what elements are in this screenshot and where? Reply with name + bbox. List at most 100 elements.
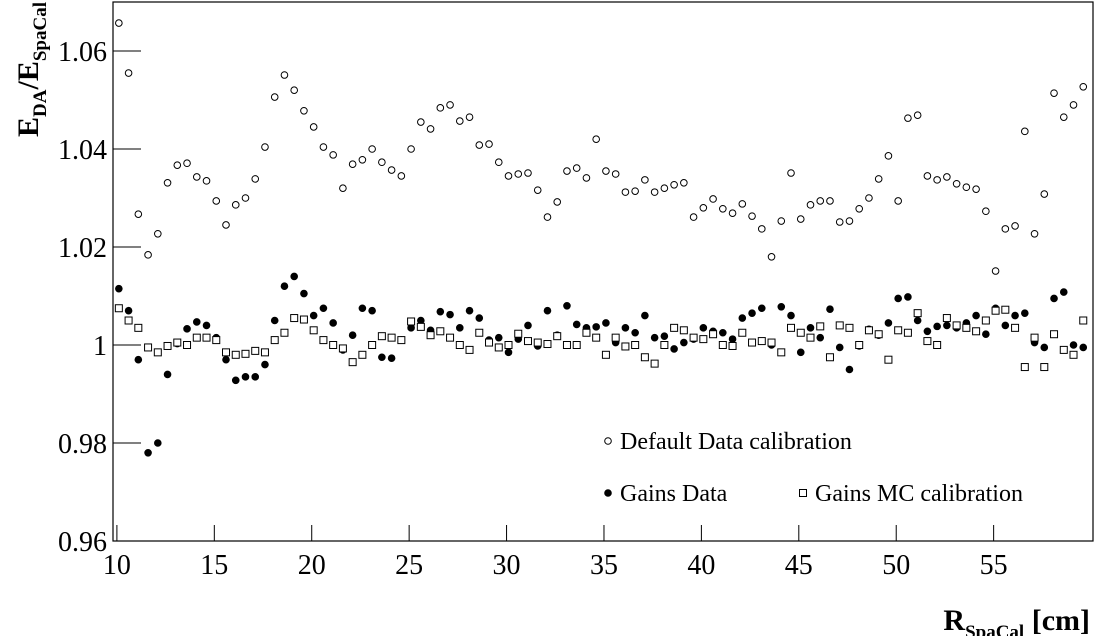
- data-point: [972, 311, 980, 320]
- y-axis-label: EDA/ESpaCal: [12, 2, 51, 137]
- data-point: [894, 294, 902, 303]
- data-point: [183, 325, 191, 333]
- data-point: [903, 328, 912, 337]
- data-point: [504, 348, 513, 357]
- data-point: [154, 439, 162, 447]
- data-point: [631, 328, 639, 337]
- data-point: [1079, 316, 1088, 325]
- data-point: [777, 217, 786, 225]
- data-point: [358, 155, 367, 164]
- data-point: [1021, 309, 1029, 317]
- data-point: [913, 111, 922, 119]
- data-point: [816, 322, 825, 331]
- data-point: [601, 350, 610, 359]
- data-point: [1020, 363, 1029, 372]
- data-point: [358, 304, 367, 313]
- data-point: [865, 194, 873, 202]
- x-tick-label: 15: [200, 550, 228, 581]
- data-point: [641, 311, 649, 320]
- data-point: [309, 311, 318, 320]
- data-point: [494, 158, 503, 167]
- data-point: [835, 218, 844, 226]
- data-point: [845, 323, 854, 332]
- data-point: [1059, 345, 1068, 354]
- data-point: [884, 152, 893, 160]
- data-point: [202, 333, 211, 342]
- data-point: [251, 346, 260, 355]
- x-axis-label: RSpaCal [cm]: [943, 604, 1090, 636]
- data-point: [436, 104, 445, 112]
- data-point: [680, 338, 688, 347]
- data-point: [611, 333, 620, 342]
- data-point: [699, 335, 708, 344]
- y-tick-label: 0.98: [58, 429, 107, 460]
- data-point: [942, 314, 951, 323]
- x-label-unit: [cm]: [1024, 604, 1090, 636]
- data-point: [192, 318, 201, 326]
- data-point: [904, 114, 912, 122]
- data-point: [455, 341, 464, 349]
- data-point: [222, 355, 230, 364]
- data-point: [144, 251, 152, 259]
- data-point: [864, 326, 873, 335]
- data-point: [845, 365, 854, 374]
- y-label-sub: DA: [30, 89, 51, 117]
- data-point: [933, 341, 942, 349]
- data-point: [280, 328, 289, 337]
- data-point: [825, 353, 834, 362]
- data-point: [572, 164, 581, 172]
- data-point: [845, 217, 854, 225]
- y-label-main: /E: [12, 61, 45, 90]
- data-point: [368, 145, 376, 153]
- data-point: [358, 350, 367, 359]
- data-point: [280, 71, 289, 79]
- data-point: [446, 333, 455, 342]
- data-point: [377, 332, 386, 341]
- data-point: [261, 360, 269, 369]
- data-point: [972, 327, 981, 336]
- x-tick-label: 30: [493, 550, 521, 581]
- data-point: [884, 355, 893, 364]
- data-point: [631, 187, 639, 195]
- data-point: [124, 306, 133, 315]
- data-point: [943, 321, 951, 330]
- data-point: [485, 338, 494, 347]
- data-point: [621, 324, 630, 332]
- data-point: [670, 345, 678, 353]
- data-point: [767, 338, 776, 347]
- data-point: [787, 311, 795, 320]
- y-tick-label: 1.02: [58, 233, 107, 264]
- x-tick-label: 25: [395, 550, 423, 581]
- data-point: [426, 331, 435, 340]
- data-point: [943, 173, 951, 181]
- data-point: [874, 330, 883, 339]
- data-point: [407, 324, 415, 332]
- data-point: [748, 338, 757, 347]
- data-point: [894, 326, 903, 335]
- data-point: [504, 172, 513, 180]
- x-tick-label: 55: [980, 550, 1008, 581]
- legend-marker: [604, 437, 612, 445]
- data-point: [270, 336, 279, 345]
- data-point: [1040, 190, 1049, 198]
- data-point: [115, 19, 123, 27]
- data-point: [592, 333, 601, 342]
- data-point: [923, 337, 932, 346]
- data-point: [933, 322, 941, 331]
- data-point: [884, 319, 893, 327]
- data-point: [777, 302, 786, 311]
- x-tick-label: 10: [103, 550, 131, 581]
- data-point: [835, 343, 844, 352]
- data-point: [368, 341, 377, 349]
- data-point: [1011, 323, 1020, 332]
- data-point: [787, 169, 795, 177]
- data-point: [553, 332, 562, 341]
- data-point: [660, 332, 669, 340]
- data-point: [719, 204, 727, 213]
- y-label-main: E: [12, 117, 45, 137]
- data-point: [192, 333, 201, 342]
- data-point: [514, 170, 523, 178]
- data-point: [280, 282, 289, 291]
- data-point: [699, 324, 708, 332]
- data-point: [154, 229, 162, 238]
